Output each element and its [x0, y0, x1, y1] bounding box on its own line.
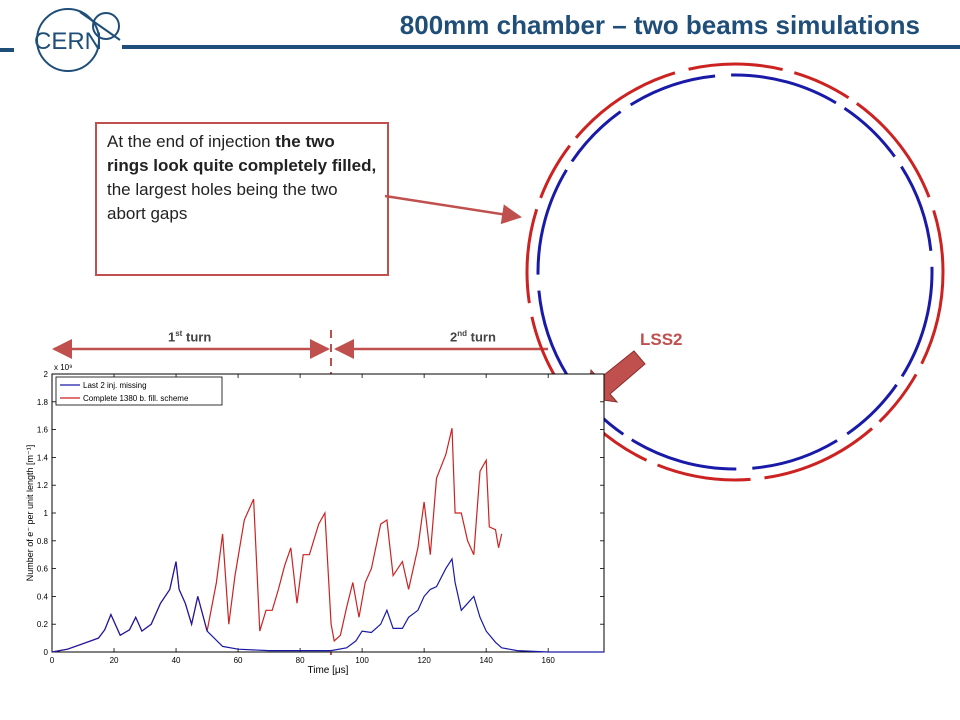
series-line-last-2-inj-missing [51, 557, 604, 653]
legend-entry-2: Complete 1380 b. fill. scheme [83, 394, 189, 403]
legend-entry-1: Last 2 inj. missing [83, 381, 147, 390]
cern-logo-ring-small [92, 12, 120, 40]
header-rule-left [0, 48, 14, 52]
second-turn-word: turn [470, 329, 496, 345]
x-tick-label: 60 [234, 656, 243, 665]
callout-box: At the end of injection the two rings lo… [95, 122, 389, 276]
x-axis-label: Time [μs] [308, 665, 349, 676]
lss2-label: LSS2 [640, 330, 683, 349]
y-tick-label: 0.2 [37, 620, 49, 629]
y-tick-label: 0.6 [37, 565, 49, 574]
x-tick-label: 20 [110, 656, 119, 665]
callout-arrow [384, 194, 522, 225]
second-turn-number: 2 [450, 329, 458, 345]
y-tick-label: 0 [44, 648, 49, 657]
x-tick-label: 140 [479, 656, 493, 665]
second-turn-suffix: nd [457, 329, 468, 338]
plot-area [51, 373, 605, 653]
second-turn-label: 2nd turn [450, 329, 496, 344]
x-tick-label: 160 [542, 656, 556, 665]
cern-logo-line [79, 11, 121, 41]
y-tick-label: 0.4 [37, 592, 49, 601]
x-tick-label: 100 [355, 656, 369, 665]
y-tick-label: 1.6 [37, 426, 49, 435]
x-tick-label: 80 [296, 656, 305, 665]
y-tick-label: 0.8 [37, 537, 49, 546]
y-tick-label: 1.4 [37, 453, 49, 462]
cern-logo-text: CERN [34, 28, 102, 55]
first-turn-word: turn [185, 329, 212, 345]
x-tick-label: 40 [172, 656, 181, 665]
x-tick-label: 0 [50, 656, 55, 665]
y-tick-label: 1.2 [37, 481, 49, 490]
x-tick-label: 120 [417, 656, 431, 665]
inner-ring [536, 73, 934, 471]
y-tick-label: 1.8 [37, 398, 49, 407]
first-turn-number: 1 [168, 329, 176, 345]
y-axis-label: Number of e⁻ per unit length [m⁻¹] [25, 445, 35, 582]
page-title: 800mm chamber – two beams simulations [399, 10, 920, 40]
beam-rings [525, 62, 945, 482]
first-turn-suffix: st [175, 329, 183, 338]
axis-ticks: 0 20 40 60 80 100 120 140 160 0 0.2 0.4 0.6 0.8 1 1.2 1.… [37, 370, 604, 665]
series-lines [51, 428, 604, 653]
first-turn-label: 1st turn [168, 329, 211, 344]
callout-text-0: At the end of injection [107, 132, 276, 151]
legend-box [55, 376, 223, 406]
y-tick-label: 1 [44, 509, 49, 518]
outer-ring [525, 62, 945, 482]
y-multiplier: x 10⁹ [54, 363, 73, 372]
y-tick-label: 2 [44, 370, 49, 379]
cern-logo: CERN [34, 8, 121, 72]
header-rule [122, 45, 960, 49]
electron-density-chart: 0 20 40 60 80 100 120 140 160 0 0.2 0.4 0.6 0.8 1 1.2 1.… [25, 363, 605, 676]
legend: Last 2 inj. missing Complete 1380 b. fil… [55, 376, 223, 406]
callout-text-1: the two rings look quite completely fill… [107, 132, 377, 175]
callout-text-2: the largest holes being the two abort ga… [107, 180, 338, 223]
cern-logo-ring-large [36, 8, 100, 72]
